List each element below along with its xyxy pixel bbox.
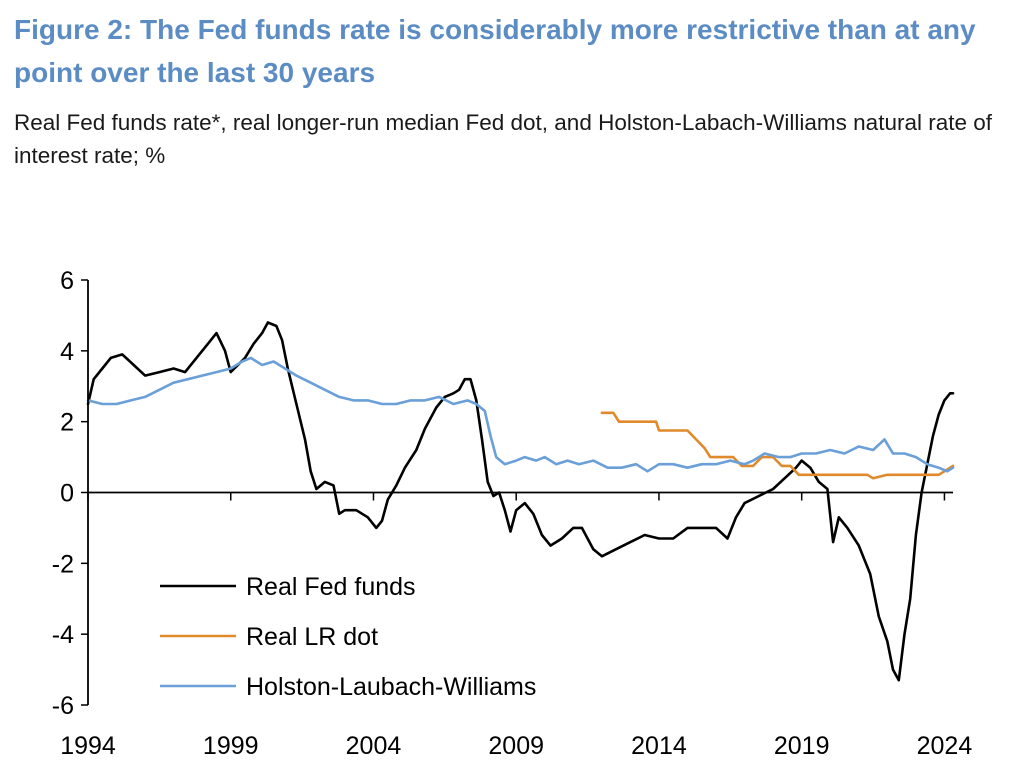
y-tick-label: -4 (52, 621, 74, 649)
y-tick-label: 2 (60, 409, 74, 437)
x-tick-label: 2024 (917, 732, 973, 760)
x-tick-label: 1994 (60, 732, 116, 760)
y-tick-label: -6 (52, 692, 74, 720)
y-tick-label: 0 (60, 480, 74, 508)
x-tick-label: 2019 (774, 732, 830, 760)
chart-title: Figure 2: The Fed funds rate is consider… (14, 14, 976, 88)
legend-label: Holston-Laubach-Williams (246, 673, 536, 701)
x-tick-label: 2014 (631, 732, 687, 760)
legend-label: Real Fed funds (246, 573, 416, 601)
x-tick-label: 1999 (203, 732, 259, 760)
x-tick-label: 2009 (488, 732, 544, 760)
axes: -6 -4 -2 0 2 4 6 1994 1999 2004 2009 2014 2019 2024 (52, 267, 973, 760)
series-line-1 (600, 411, 955, 480)
chart-subtitle: Real Fed funds rate*, real longer-run me… (14, 110, 993, 168)
series-lines (86, 321, 955, 682)
x-tick-label: 2004 (346, 732, 402, 760)
y-tick-label: -2 (52, 550, 74, 578)
series-line-2 (86, 356, 955, 473)
legend: Real Fed funds Real LR dot Holston-Laubach… (160, 573, 536, 701)
series-line-0 (86, 321, 955, 682)
legend-label: Real LR dot (246, 623, 378, 651)
y-tick-label: 6 (60, 267, 74, 295)
y-tick-label: 4 (60, 338, 74, 366)
